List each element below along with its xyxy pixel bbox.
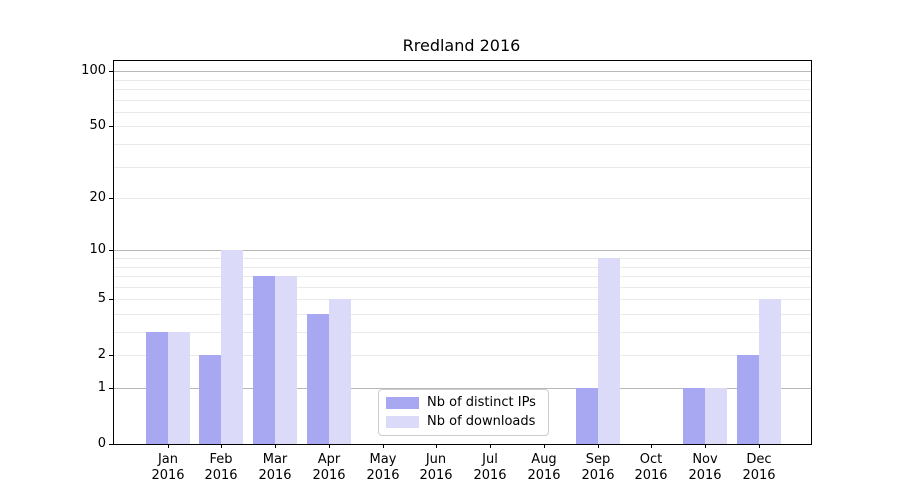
gridline-major-100 <box>114 71 811 72</box>
y-tick-1 <box>109 388 113 389</box>
x-tick-label-may-2016: May 2016 <box>366 452 400 483</box>
x-tick-nov-2016 <box>705 444 706 448</box>
x-tick-label-jul-2016: Jul 2016 <box>473 452 507 483</box>
gridline-minor-8 <box>114 267 811 268</box>
bar-nb-of-distinct-ips-mar-2016 <box>253 276 275 444</box>
x-tick-label-oct-2016: Oct 2016 <box>634 452 668 483</box>
bar-nb-of-distinct-ips-nov-2016 <box>683 388 705 444</box>
y-tick-20 <box>109 198 113 199</box>
bar-nb-of-distinct-ips-jan-2016 <box>146 332 168 444</box>
y-tick-label-50: 50 <box>89 118 106 133</box>
legend-item-downloads: Nb of downloads <box>386 414 540 429</box>
gridline-minor-90 <box>114 80 811 81</box>
gridline-minor-3 <box>114 332 811 333</box>
chart-title: Rredland 2016 <box>402 36 521 55</box>
legend-item-distinct-ips: Nb of distinct IPs <box>386 395 540 410</box>
y-tick-label-1: 1 <box>97 380 106 395</box>
y-tick-10 <box>109 250 113 251</box>
bar-nb-of-downloads-mar-2016 <box>275 276 297 444</box>
gridline-minor-5 <box>114 299 811 300</box>
x-tick-label-jan-2016: Jan 2016 <box>151 452 185 483</box>
gridline-major-10 <box>114 250 811 251</box>
legend-swatch-distinct-ips <box>386 396 419 409</box>
bar-nb-of-downloads-sep-2016 <box>598 258 620 444</box>
x-tick-jun-2016 <box>436 444 437 448</box>
y-tick-label-5: 5 <box>97 291 106 306</box>
y-tick-2 <box>109 355 113 356</box>
bar-nb-of-downloads-apr-2016 <box>329 299 351 444</box>
x-tick-label-dec-2016: Dec 2016 <box>742 452 776 483</box>
gridline-minor-40 <box>114 144 811 145</box>
bar-nb-of-distinct-ips-sep-2016 <box>576 388 598 444</box>
gridline-minor-60 <box>114 112 811 113</box>
x-tick-aug-2016 <box>544 444 545 448</box>
gridline-minor-6 <box>114 287 811 288</box>
y-tick-label-20: 20 <box>89 190 106 205</box>
y-tick-label-10: 10 <box>89 242 106 257</box>
x-tick-label-feb-2016: Feb 2016 <box>204 452 238 483</box>
x-tick-apr-2016 <box>329 444 330 448</box>
gridline-minor-30 <box>114 167 811 168</box>
y-tick-100 <box>109 71 113 72</box>
x-tick-oct-2016 <box>651 444 652 448</box>
bar-nb-of-downloads-dec-2016 <box>759 299 781 444</box>
x-tick-label-aug-2016: Aug 2016 <box>527 452 561 483</box>
legend: Nb of distinct IPs Nb of downloads <box>378 389 549 436</box>
x-tick-sep-2016 <box>598 444 599 448</box>
bar-nb-of-distinct-ips-dec-2016 <box>737 355 759 444</box>
y-tick-label-2: 2 <box>97 347 106 362</box>
gridline-minor-50 <box>114 126 811 127</box>
gridline-minor-80 <box>114 89 811 90</box>
y-tick-50 <box>109 126 113 127</box>
x-tick-label-apr-2016: Apr 2016 <box>312 452 346 483</box>
legend-label-distinct-ips: Nb of distinct IPs <box>427 395 536 410</box>
y-tick-0 <box>109 444 113 445</box>
x-tick-feb-2016 <box>221 444 222 448</box>
x-tick-label-mar-2016: Mar 2016 <box>258 452 292 483</box>
x-tick-label-jun-2016: Jun 2016 <box>419 452 453 483</box>
gridline-minor-7 <box>114 276 811 277</box>
x-tick-mar-2016 <box>275 444 276 448</box>
x-tick-may-2016 <box>383 444 384 448</box>
legend-label-downloads: Nb of downloads <box>427 414 536 429</box>
y-tick-5 <box>109 299 113 300</box>
gridline-minor-70 <box>114 100 811 101</box>
y-tick-label-100: 100 <box>81 63 106 78</box>
bar-nb-of-distinct-ips-feb-2016 <box>199 355 221 444</box>
bar-nb-of-downloads-jan-2016 <box>168 332 190 444</box>
gridline-minor-9 <box>114 258 811 259</box>
gridline-minor-4 <box>114 314 811 315</box>
x-tick-label-sep-2016: Sep 2016 <box>581 452 615 483</box>
bar-nb-of-downloads-feb-2016 <box>221 250 243 444</box>
x-tick-dec-2016 <box>759 444 760 448</box>
x-tick-jan-2016 <box>168 444 169 448</box>
bar-nb-of-downloads-nov-2016 <box>705 388 727 444</box>
plot-area: 0 1 2 5 10 20 50 100 Jan 2016 Feb 2016 Mar 2016 Apr 201… <box>81 60 812 483</box>
x-tick-label-nov-2016: Nov 2016 <box>688 452 722 483</box>
y-tick-label-0: 0 <box>97 436 106 451</box>
legend-swatch-downloads <box>386 415 419 428</box>
bar-nb-of-distinct-ips-apr-2016 <box>307 314 329 444</box>
gridline-minor-20 <box>114 198 811 199</box>
x-tick-jul-2016 <box>490 444 491 448</box>
